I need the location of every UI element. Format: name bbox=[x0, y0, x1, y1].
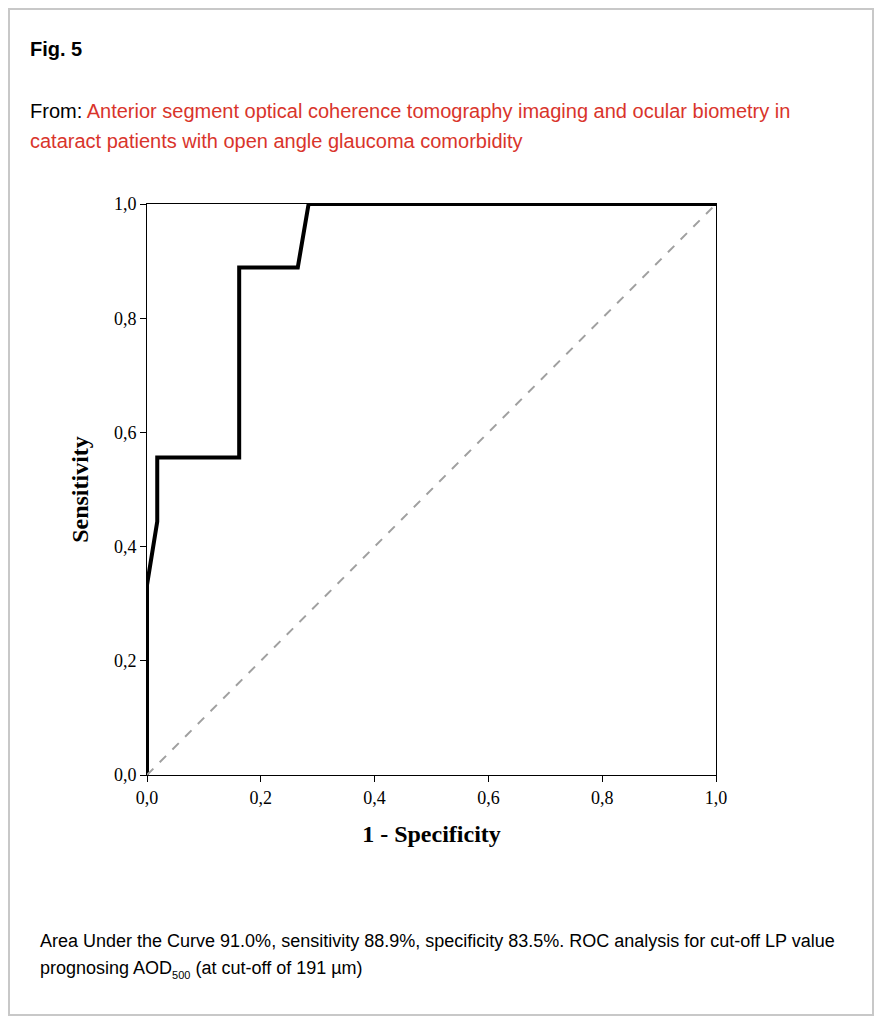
svg-text:Sensitivity: Sensitivity bbox=[67, 436, 93, 543]
html-text:Area Under the Curve 91.0%, se: Area Under the Curve 91.0%, sensitivity … bbox=[40, 931, 835, 981]
svg-text:0,2: 0,2 bbox=[114, 651, 137, 671]
svg-text:0,2: 0,2 bbox=[250, 788, 273, 808]
html-text:From: Anterior segment optical: From: Anterior segment optical coherence… bbox=[30, 100, 791, 152]
html-text:Fig. 5: Fig. 5 bbox=[30, 38, 83, 60]
svg-text:0,4: 0,4 bbox=[363, 788, 386, 808]
svg-text:0,0: 0,0 bbox=[114, 765, 137, 785]
svg-text:1,0: 1,0 bbox=[705, 788, 728, 808]
svg-text:0,4: 0,4 bbox=[114, 537, 137, 557]
svg-text:1,0: 1,0 bbox=[114, 194, 137, 214]
svg-text:0,8: 0,8 bbox=[114, 309, 137, 329]
svg-text:0,8: 0,8 bbox=[591, 788, 614, 808]
svg-text:0,0: 0,0 bbox=[136, 788, 159, 808]
svg-text:1 - Specificity: 1 - Specificity bbox=[362, 821, 501, 847]
svg-text:0,6: 0,6 bbox=[477, 788, 500, 808]
svg-text:0,6: 0,6 bbox=[114, 423, 137, 443]
